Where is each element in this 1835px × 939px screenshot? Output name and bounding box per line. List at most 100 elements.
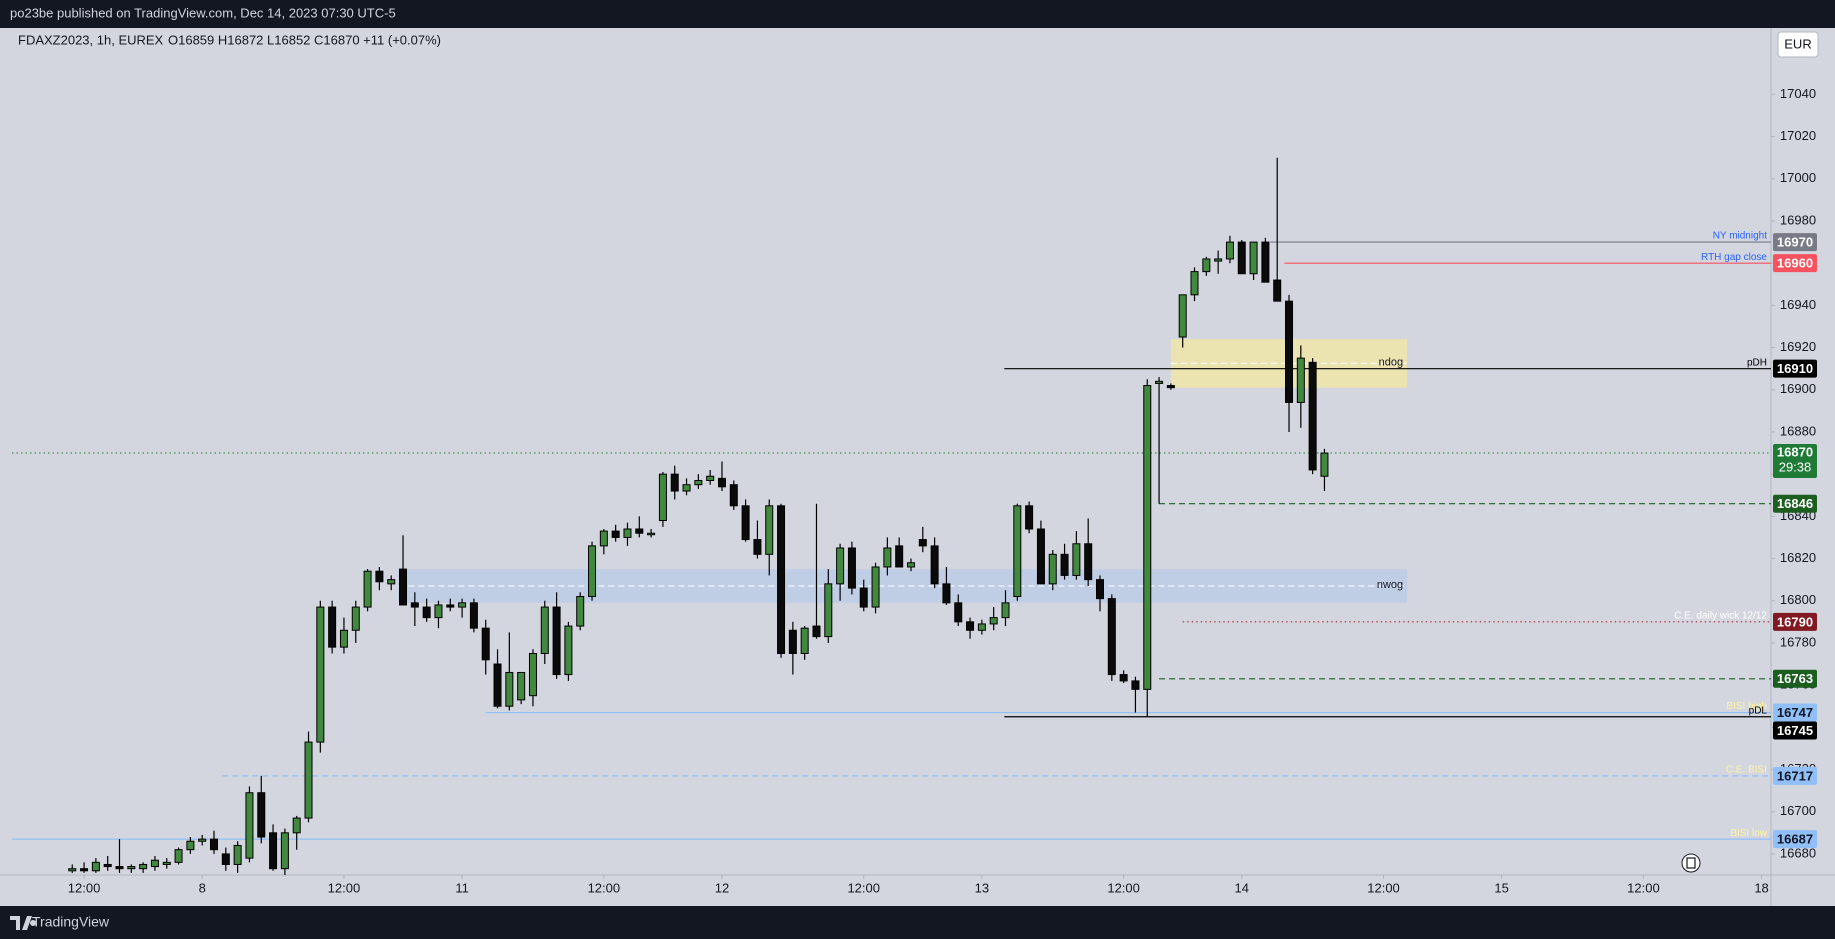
candle-body [198, 838, 207, 842]
candle-body [233, 844, 242, 865]
candle-body [363, 570, 372, 608]
candle-body [729, 484, 738, 507]
y-tick-label: 16680 [1780, 845, 1816, 860]
level-label: BISI high [1726, 701, 1767, 712]
candle-body [1060, 553, 1069, 576]
x-tick-label: 12:00 [328, 880, 361, 895]
candle-body [186, 840, 195, 851]
overlay: 1668016700167201674016760167801680016820… [68, 86, 1817, 895]
x-tick-label: 18 [1754, 880, 1768, 895]
y-tick-label: 16900 [1780, 381, 1816, 396]
candle-body [576, 596, 585, 627]
candle-body [836, 547, 845, 585]
x-tick-label: 12:00 [1367, 880, 1400, 895]
candle-body [1214, 258, 1223, 262]
candle-body [1237, 241, 1246, 275]
candle-body [127, 866, 136, 870]
candle-body [1036, 528, 1045, 585]
candle-body [399, 568, 408, 606]
candle-body [422, 606, 431, 619]
candle-body [847, 547, 856, 589]
candle-body [1096, 579, 1105, 600]
candle-body [635, 528, 644, 534]
candle-body [765, 505, 774, 555]
y-tick-label: 16700 [1780, 803, 1816, 818]
price-tag [1773, 669, 1817, 688]
candle-body [434, 604, 443, 619]
candle-body [1001, 602, 1010, 619]
candle-body [694, 479, 703, 486]
clock-icon-glyph [1686, 857, 1696, 869]
price-tag-label: 16745 [1777, 723, 1813, 738]
x-tick-label: 12:00 [1627, 880, 1660, 895]
candle-body [292, 817, 301, 834]
candle-body [1249, 241, 1258, 275]
x-tick-label: 14 [1235, 880, 1249, 895]
countdown: 29:38 [1779, 459, 1812, 474]
candle-body [552, 606, 561, 676]
price-tag [1773, 612, 1817, 631]
currency[interactable]: EUR [1784, 36, 1811, 51]
candle-body [221, 853, 230, 865]
candle-body [824, 583, 833, 638]
candle-body [115, 866, 124, 870]
candle-body [966, 621, 975, 631]
y-tick-label: 16980 [1780, 212, 1816, 227]
candle-body [989, 617, 998, 625]
price-tag-label: 16763 [1777, 671, 1813, 686]
candle-body [245, 792, 254, 859]
ohlc-legend: O16859 H16872 L16852 C16870 +11 (+0.07%) [168, 32, 441, 47]
x-tick-label: 12:00 [68, 880, 101, 895]
candle-body [859, 587, 868, 608]
candle-body [1308, 361, 1317, 471]
candle-body [505, 671, 514, 707]
candle-body [91, 861, 100, 872]
candle-body [1155, 380, 1164, 384]
x-tick-label: 12:00 [588, 880, 621, 895]
candle-body [528, 652, 537, 697]
candle-body [103, 863, 112, 868]
x-tick-label: 11 [455, 880, 469, 895]
x-tick-label: 12 [715, 880, 729, 895]
candle-body [257, 792, 266, 838]
candle-body [481, 627, 490, 661]
price-tag [1773, 494, 1817, 513]
candle-body [812, 625, 821, 638]
candle-body [706, 475, 715, 481]
candle-body [1285, 300, 1294, 403]
candle-body [753, 539, 762, 555]
y-tick-label: 16920 [1780, 339, 1816, 354]
candle-body [1143, 385, 1152, 690]
candle-body [1202, 258, 1211, 273]
candle-body [777, 505, 786, 654]
candle-body [1190, 271, 1199, 296]
candle-body [493, 663, 502, 707]
candle-body [1296, 357, 1305, 403]
candle-body [68, 868, 77, 872]
y-tick-label: 17000 [1780, 170, 1816, 185]
price-tag-label: 16846 [1777, 496, 1813, 511]
price-tag [1773, 766, 1817, 785]
publisher: po23be published on TradingView.com, Dec… [10, 5, 396, 20]
candle-body [410, 602, 419, 608]
candle-body [1261, 241, 1270, 283]
price-tag-label: 16970 [1777, 235, 1813, 250]
candle-body [280, 832, 289, 870]
price-tag-label: 16747 [1777, 705, 1813, 720]
candle-body [954, 602, 963, 623]
candle-body [387, 579, 396, 585]
candle-body [458, 602, 467, 608]
candle-body [1131, 680, 1140, 690]
level-label: RTH gap close [1701, 252, 1767, 263]
brand-logo [10, 916, 37, 930]
candle-body [1320, 452, 1329, 477]
candle-body [611, 530, 620, 538]
x-tick-label: 15 [1494, 880, 1508, 895]
price-tag-label: 16790 [1777, 614, 1813, 629]
candle-body [162, 861, 171, 865]
currency-button[interactable] [1777, 31, 1819, 58]
price-tag [1773, 830, 1817, 849]
zone-label: ndog [1379, 356, 1403, 368]
clock-icon[interactable] [1681, 853, 1701, 873]
